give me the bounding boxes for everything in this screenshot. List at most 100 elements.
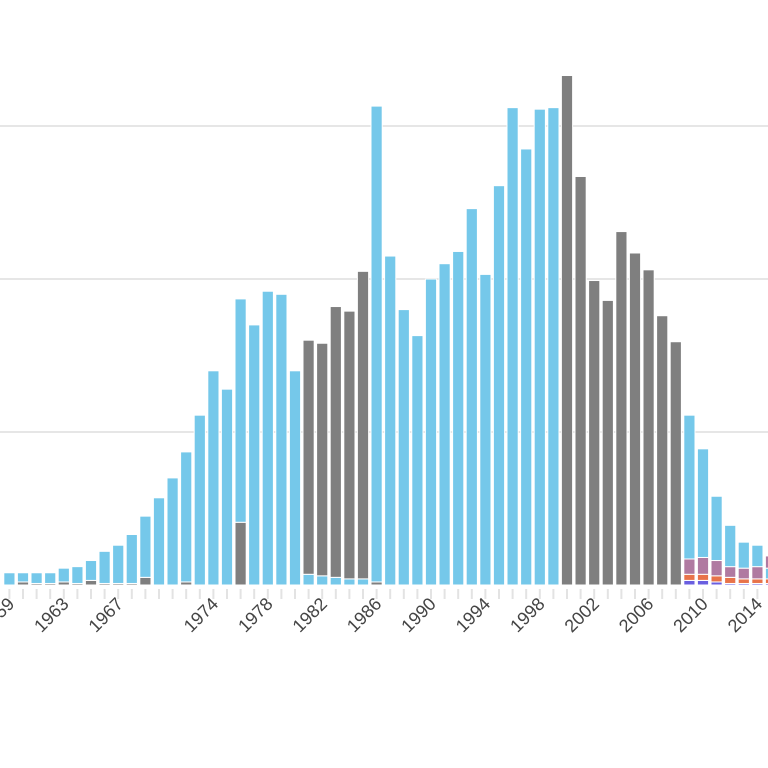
- bar-segment-blue: [220, 388, 234, 586]
- bar-stack-2010: [696, 448, 710, 586]
- bar-stack-1986: [370, 105, 383, 586]
- bar-segment-blue: [397, 309, 410, 586]
- bar-stack-2009: [683, 414, 696, 586]
- bar-segment-blue: [152, 497, 166, 586]
- bar-stack-1979: [275, 293, 288, 586]
- bar-segment-blue: [343, 578, 356, 586]
- bar-segment-purple: [724, 566, 737, 578]
- bar-segment-purple: [737, 567, 750, 580]
- bar-segment-blue: [275, 293, 288, 586]
- bar-segment-blue: [479, 273, 492, 586]
- bar-segment-purple: [696, 556, 710, 575]
- bar-stack-1993: [465, 208, 478, 586]
- bar-stack-1990: [424, 278, 438, 586]
- bar-segment-gray: [343, 310, 356, 580]
- bar-segment-gray: [574, 175, 587, 586]
- bar-segment-blue: [30, 572, 43, 584]
- bar-stack-1985: [356, 270, 370, 586]
- bar-segment-purple: [764, 555, 768, 569]
- bar-segment-blue: [411, 335, 424, 586]
- bar-segment-purple: [683, 558, 696, 575]
- bar-segment-blue: [329, 576, 342, 586]
- bar-segment-blue: [16, 572, 30, 583]
- bar-segment-gray: [302, 339, 315, 575]
- bar-stack-1968: [125, 534, 138, 586]
- bar-stack-1991: [438, 263, 451, 586]
- bar-segment-blue: [125, 534, 138, 584]
- bar-stack-1963: [57, 567, 70, 586]
- bar-segment-gray: [316, 342, 329, 577]
- bar-stack-1992: [452, 250, 465, 586]
- bar-segment-blue: [452, 250, 465, 586]
- bar-stack-1996: [506, 107, 519, 586]
- bar-stack-1981: [302, 339, 315, 586]
- bar-stack-1971: [166, 477, 179, 586]
- bar-segment-orange: [751, 578, 764, 584]
- x-tick-label: 1998: [506, 594, 548, 636]
- bar-stack-2014: [751, 544, 764, 586]
- bar-stack-1982: [316, 342, 329, 586]
- bar-segment-purple: [710, 560, 723, 577]
- x-tick-label: 2006: [615, 594, 657, 636]
- bar-segment-orange: [683, 573, 696, 581]
- bar-stack-2013: [737, 541, 750, 586]
- bar-segment-blue: [207, 370, 220, 586]
- x-tick-label: 1986: [343, 594, 385, 636]
- bar-segment-orange: [764, 578, 768, 584]
- bar-stack-1994: [479, 273, 492, 586]
- bar-stack-2001: [574, 175, 587, 586]
- bar-stack-1977: [248, 324, 261, 586]
- x-tick-label: 2002: [561, 594, 603, 636]
- bar-segment-blue: [112, 544, 125, 584]
- bar-stack-1983: [329, 306, 342, 586]
- x-tick-label: 1982: [289, 594, 331, 636]
- bar-stack-1987: [384, 255, 397, 586]
- bar-stack-1995: [492, 185, 506, 586]
- bar-segment-gray: [234, 521, 247, 586]
- bar-stack-1972: [180, 451, 193, 586]
- bar-stack-1973: [193, 414, 206, 586]
- bar-segment-blue: [3, 572, 16, 586]
- bar-segment-blue: [492, 185, 506, 586]
- bar-segment-blue: [166, 477, 179, 586]
- bar-segment-gray: [628, 252, 642, 586]
- bar-segment-gray: [656, 315, 669, 586]
- bar-stack-1967: [112, 544, 125, 586]
- bar-segment-blue: [384, 255, 397, 586]
- bar-stack-1984: [343, 310, 356, 586]
- bar-segment-blue: [193, 414, 206, 586]
- bar-segment-blue: [764, 567, 768, 580]
- x-tick-label: 2010: [669, 594, 711, 636]
- bar-stack-1962: [44, 572, 57, 586]
- bar-segment-purple: [751, 566, 764, 580]
- bar-segment-blue: [57, 567, 70, 583]
- bar-segment-blue: [533, 108, 546, 586]
- bar-segment-blue: [465, 208, 478, 586]
- bar-stack-2015: [764, 555, 768, 586]
- bar-segment-blue: [71, 566, 84, 584]
- bar-segment-gray: [615, 231, 628, 586]
- bar-segment-indigo: [764, 582, 768, 586]
- bar-segment-orange: [737, 578, 750, 584]
- bar-stack-1978: [261, 290, 274, 586]
- bar-segment-blue: [520, 148, 533, 586]
- bar-segment-indigo: [683, 579, 696, 586]
- bar-segment-gray: [560, 75, 574, 586]
- bar-stack-1969: [139, 515, 152, 586]
- bar-segment-blue: [302, 573, 315, 586]
- bar-segment-blue: [44, 572, 57, 584]
- bar-segment-blue: [751, 544, 764, 568]
- bar-segment-blue: [248, 324, 261, 586]
- bar-stack-1960: [16, 572, 30, 586]
- bar-segment-blue: [139, 515, 152, 578]
- bar-segment-blue: [370, 105, 383, 583]
- bar-segment-blue: [737, 541, 750, 569]
- bar-segment-blue: [234, 298, 247, 523]
- bar-segment-orange: [710, 575, 723, 583]
- bar-segment-indigo: [696, 579, 710, 586]
- bar-stack-1965: [84, 560, 98, 586]
- bar-segment-blue: [424, 278, 438, 586]
- bar-stack-2002: [588, 280, 601, 586]
- bar-segment-gray: [329, 306, 342, 578]
- x-axis-ticks: [8, 589, 759, 599]
